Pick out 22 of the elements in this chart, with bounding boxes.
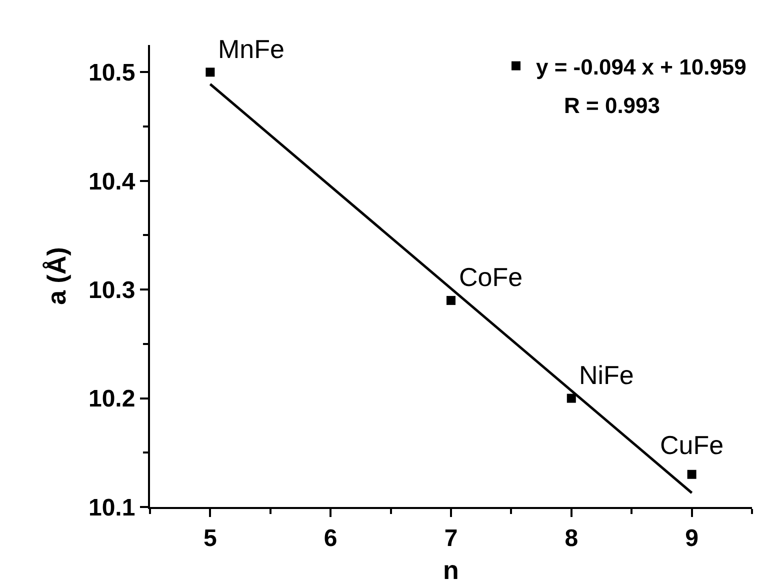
y-tick-label: 10.2 bbox=[88, 386, 136, 413]
x-tick-label: 9 bbox=[685, 524, 698, 552]
x-tick-label: 8 bbox=[564, 524, 578, 552]
y-tick-label: 10.5 bbox=[88, 60, 136, 87]
y-tick-label: 10.1 bbox=[88, 494, 136, 522]
point bbox=[206, 68, 215, 77]
x-tick-label: 7 bbox=[444, 524, 458, 552]
legend-label: y = -0.094 x + 10.959 bbox=[536, 54, 746, 80]
y-axis-title: a (Å) bbox=[41, 247, 72, 305]
y-tick-label: 10.3 bbox=[88, 276, 136, 304]
annotation: CuFe bbox=[660, 430, 724, 460]
x-tick-label: 5 bbox=[204, 524, 217, 552]
point bbox=[446, 296, 456, 305]
point bbox=[687, 470, 696, 479]
annotation: R = 0.993 bbox=[564, 93, 660, 118]
annotation: NiFe bbox=[579, 360, 634, 390]
y-tick-label: 10.4 bbox=[88, 168, 136, 196]
x-axis-title: n bbox=[443, 555, 459, 585]
x-tick-label: 6 bbox=[324, 524, 338, 552]
point bbox=[566, 394, 576, 403]
annotation: CoFe bbox=[459, 262, 523, 292]
annotation: MnFe bbox=[218, 34, 284, 64]
